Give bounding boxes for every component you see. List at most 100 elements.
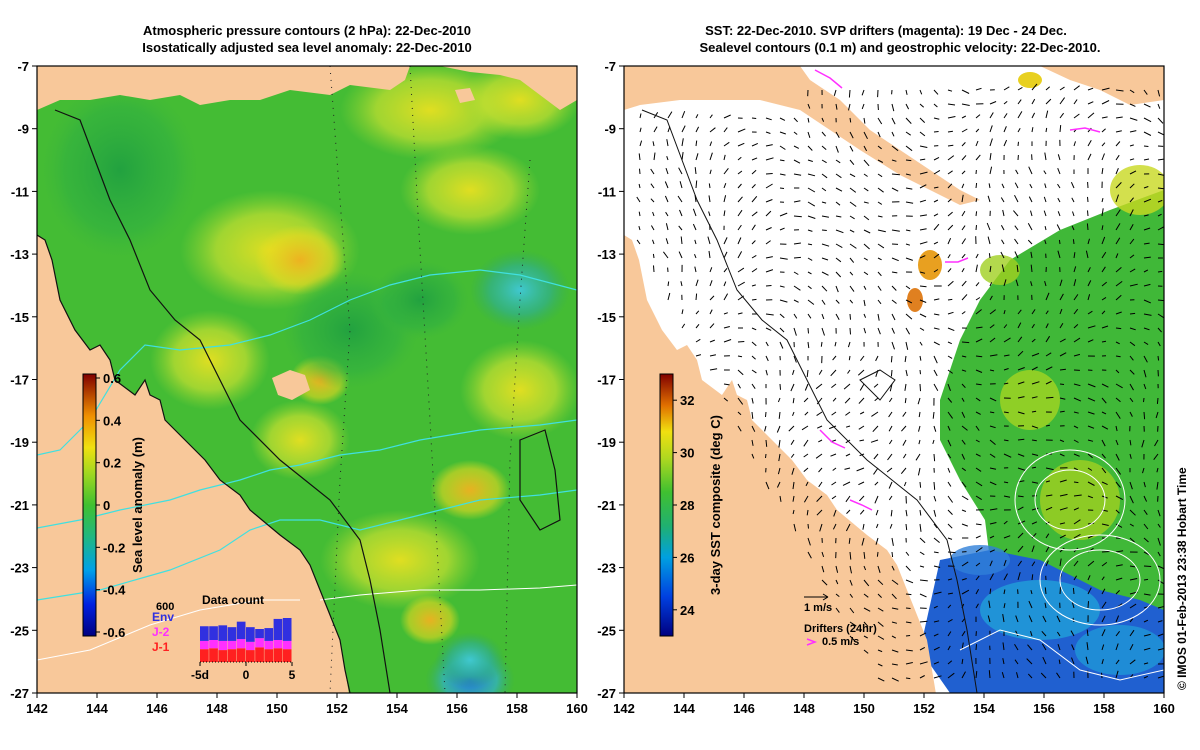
velocity-arrow (709, 141, 713, 147)
right-axes: 142 144 146 148 150 152 154 156 158 160 -7 -9 -11 -13… (597, 59, 1175, 716)
velocity-arrow (904, 397, 907, 404)
velocity-arrow (1087, 101, 1094, 105)
velocity-arrow (1143, 341, 1149, 346)
velocity-arrow (1129, 629, 1135, 637)
velocity-arrow (1073, 294, 1079, 301)
velocity-arrow (1115, 577, 1123, 581)
velocity-arrow (975, 411, 981, 415)
velocity-arrow (806, 369, 809, 378)
velocity-arrow (765, 199, 773, 203)
velocity-arrow (1115, 294, 1122, 301)
velocity-arrow (905, 649, 913, 652)
velocity-arrow (1026, 658, 1033, 665)
drifter-scale-symbol (806, 638, 818, 646)
velocity-arrow (709, 368, 718, 371)
velocity-arrow (737, 341, 745, 343)
velocity-arrow (821, 187, 827, 192)
velocity-arrow (779, 383, 781, 390)
velocity-arrow (863, 131, 868, 140)
velocity-arrow (988, 183, 991, 189)
velocity-arrow (1017, 453, 1025, 457)
velocity-arrow (961, 658, 964, 665)
velocity-arrow (751, 341, 757, 347)
velocity-arrow (905, 313, 913, 320)
velocity-arrow (831, 383, 837, 388)
velocity-arrow (975, 495, 982, 501)
velocity-arrow (821, 579, 828, 586)
velocity-arrow (1087, 453, 1093, 459)
colorbar-tick-label: 32 (680, 393, 694, 408)
velocity-arrow (877, 593, 882, 598)
velocity-arrow (723, 339, 732, 343)
sst-colorbar-label: 3-day SST composite (deg C) (708, 415, 723, 595)
velocity-arrow (1156, 481, 1159, 490)
velocity-arrow (1143, 117, 1152, 123)
velocity-arrow (947, 89, 953, 92)
lon-tick-label: 156 (1033, 701, 1055, 716)
velocity-arrow (1129, 643, 1134, 651)
velocity-arrow (933, 253, 940, 259)
velocity-arrow (1073, 383, 1081, 387)
velocity-arrow (737, 237, 742, 245)
velocity-arrow (989, 453, 996, 458)
velocity-arrow (638, 211, 641, 217)
velocity-arrow (919, 383, 921, 392)
velocity-arrow (709, 114, 713, 119)
velocity-arrow (947, 280, 954, 287)
velocity-arrow (933, 213, 939, 217)
inset-bar-env (282, 618, 292, 641)
velocity-arrow (1003, 354, 1010, 357)
velocity-arrow (831, 411, 837, 416)
velocity-arrow (1003, 439, 1009, 442)
velocity-arrow (1115, 481, 1121, 488)
velocity-arrow (751, 327, 757, 331)
velocity-arrow (1087, 575, 1091, 581)
velocity-arrow (905, 201, 914, 204)
lat-tick-label: -23 (597, 561, 616, 576)
velocity-arrow (1115, 209, 1121, 217)
colorbar-tick-label: 28 (680, 498, 694, 513)
inset-bar-env (227, 627, 237, 641)
velocity-arrow (1028, 196, 1033, 203)
velocity-arrow (961, 397, 965, 402)
left-title-line1: Atmospheric pressure contours (2 hPa): 2… (143, 23, 471, 38)
lat-tick-label: -23 (10, 561, 29, 576)
velocity-arrow (1003, 337, 1011, 343)
inset-bar-j2 (255, 638, 264, 648)
velocity-arrow (947, 397, 953, 403)
velocity-arrow (849, 159, 855, 166)
velocity-arrow (1115, 439, 1119, 446)
right-title-line2: Sealevel contours (0.1 m) and geostrophi… (700, 40, 1101, 55)
velocity-arrow (765, 173, 773, 175)
velocity-arrow (1157, 606, 1164, 609)
velocity-arrow (1027, 223, 1033, 231)
velocity-arrow (1101, 629, 1106, 637)
velocity-arrow (765, 453, 767, 459)
velocity-arrow (1143, 578, 1149, 581)
velocity-arrow (861, 89, 865, 96)
lat-tick-label: -19 (10, 435, 29, 450)
velocity-arrow (989, 324, 995, 329)
velocity-arrow (989, 425, 996, 429)
velocity-arrow (821, 131, 826, 137)
velocity-arrow (1141, 439, 1145, 448)
velocity-arrow (842, 481, 851, 486)
velocity-arrow (1129, 283, 1138, 287)
velocity-arrow (1086, 642, 1089, 651)
velocity-arrow (1030, 589, 1033, 595)
velocity-arrow (861, 103, 865, 110)
velocity-arrow (695, 354, 702, 357)
left-panel: Atmospheric pressure contours (2 hPa): 2… (10, 23, 588, 716)
velocity-arrow (777, 397, 781, 403)
velocity-arrow (888, 439, 893, 445)
velocity-arrow (1129, 130, 1137, 133)
velocity-arrow (1087, 339, 1094, 343)
velocity-arrow (1115, 369, 1120, 374)
velocity-arrow (1044, 280, 1047, 287)
velocity-arrow (765, 355, 769, 362)
velocity-arrow (863, 215, 870, 221)
velocity-arrow (1017, 350, 1024, 357)
velocity-arrow (1001, 672, 1005, 679)
velocity-arrow (1030, 631, 1033, 637)
velocity-arrow (1045, 127, 1048, 133)
